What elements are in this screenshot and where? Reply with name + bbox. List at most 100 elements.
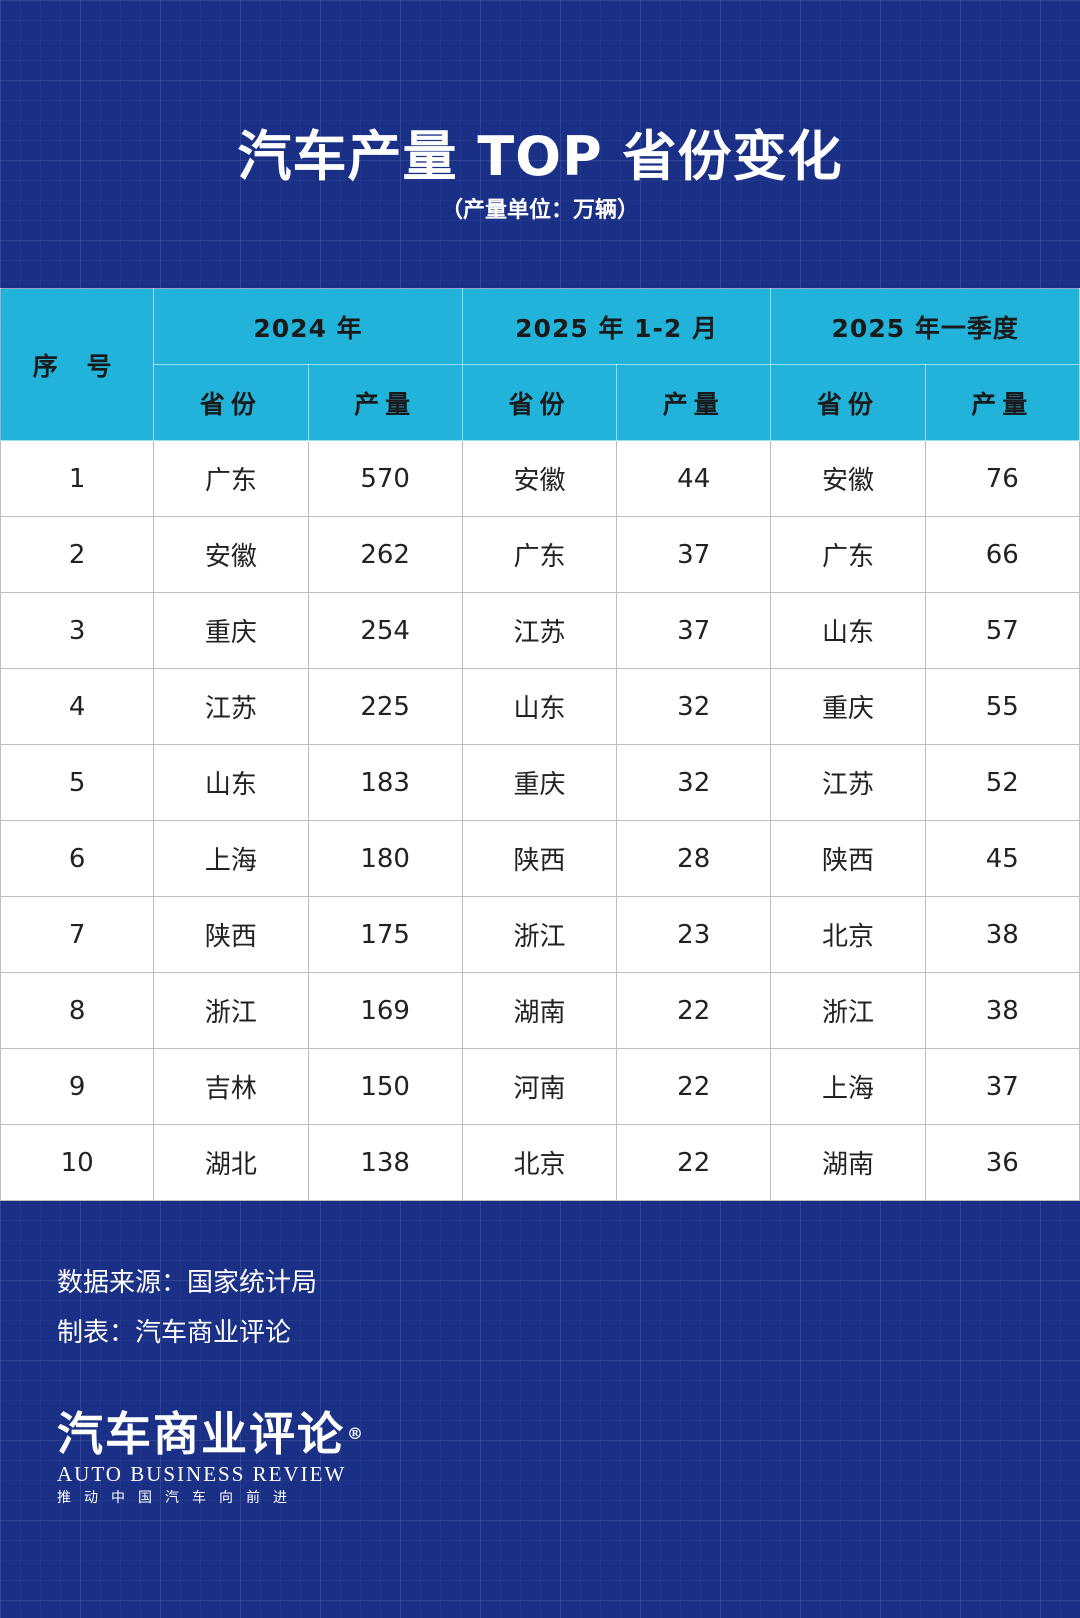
brand-name-cn-text: 汽车商业评论 (57, 1407, 345, 1461)
output-header: 产量 (924, 364, 1080, 441)
output-cell: 138 (307, 1124, 463, 1201)
province-cell: 北京 (461, 1124, 618, 1201)
output-cell: 36 (924, 1124, 1080, 1201)
output-cell: 37 (616, 516, 772, 593)
province-cell: 上海 (770, 1048, 926, 1125)
unit-subtitle: （产量单位：万辆） (440, 198, 639, 223)
registered-mark: ® (347, 1424, 365, 1443)
province-cell: 重庆 (770, 668, 926, 745)
province-cell: 浙江 (153, 972, 309, 1049)
province-cell: 江苏 (461, 592, 618, 669)
rank-cell: 1 (0, 440, 155, 517)
province-cell: 陕西 (153, 896, 309, 973)
province-header: 省份 (153, 364, 309, 441)
output-cell: 183 (307, 744, 463, 821)
province-cell: 江苏 (153, 668, 309, 745)
table-row: 8 浙江 169 湖南 22 浙江 38 (0, 972, 1080, 1049)
output-cell: 45 (924, 820, 1080, 897)
output-cell: 32 (616, 744, 772, 821)
province-cell: 山东 (153, 744, 309, 821)
output-cell: 32 (616, 668, 772, 745)
table-row: 4 江苏 225 山东 32 重庆 55 (0, 668, 1080, 745)
table-row: 2 安徽 262 广东 37 广东 66 (0, 516, 1080, 593)
province-cell: 山东 (770, 592, 926, 669)
rank-cell: 3 (0, 592, 155, 669)
output-cell: 23 (616, 896, 772, 973)
output-cell: 37 (616, 592, 772, 669)
output-cell: 37 (924, 1048, 1080, 1125)
table-row: 3 重庆 254 江苏 37 山东 57 (0, 592, 1080, 669)
province-cell: 陕西 (461, 820, 618, 897)
brand-logo: 汽车商业评论 ® AUTO BUSINESS REVIEW 推动中国汽车向前进 (57, 1408, 365, 1508)
rank-cell: 7 (0, 896, 155, 973)
brand-tagline: 推动中国汽车向前进 (57, 1490, 300, 1506)
province-header: 省份 (461, 364, 618, 441)
province-cell: 陕西 (770, 820, 926, 897)
rank-cell: 10 (0, 1124, 155, 1201)
rank-cell: 2 (0, 516, 155, 593)
output-cell: 225 (307, 668, 463, 745)
output-cell: 57 (924, 592, 1080, 669)
table-row: 1 广东 570 安徽 44 安徽 76 (0, 440, 1080, 517)
output-cell: 180 (307, 820, 463, 897)
output-header: 产量 (307, 364, 463, 441)
province-cell: 浙江 (770, 972, 926, 1049)
output-cell: 22 (616, 1124, 772, 1201)
province-cell: 广东 (770, 516, 926, 593)
province-cell: 湖南 (461, 972, 618, 1049)
province-cell: 湖北 (153, 1124, 309, 1201)
group-header-2024: 2024 年 (153, 288, 463, 365)
province-cell: 吉林 (153, 1048, 309, 1125)
rank-header: 序 号 (0, 288, 155, 441)
province-cell: 安徽 (770, 440, 926, 517)
production-table: 序 号 2024 年 2025 年 1-2 月 2025 年一季度 省份 产量 … (0, 288, 1080, 1201)
table-row: 5 山东 183 重庆 32 江苏 52 (0, 744, 1080, 821)
province-cell: 广东 (461, 516, 618, 593)
table-body: 1 广东 570 安徽 44 安徽 76 2 安徽 262 广东 37 广东 66 3 重庆 254 江苏 37 山东… (0, 440, 1080, 1201)
province-cell: 重庆 (153, 592, 309, 669)
output-cell: 22 (616, 1048, 772, 1125)
table-header: 序 号 2024 年 2025 年 1-2 月 2025 年一季度 省份 产量 … (0, 288, 1080, 441)
output-cell: 38 (924, 972, 1080, 1049)
province-cell: 江苏 (770, 744, 926, 821)
province-cell: 河南 (461, 1048, 618, 1125)
group-header-2025-q1: 2025 年一季度 (770, 288, 1080, 365)
rank-cell: 6 (0, 820, 155, 897)
province-cell: 安徽 (153, 516, 309, 593)
table-row: 9 吉林 150 河南 22 上海 37 (0, 1048, 1080, 1125)
province-header: 省份 (770, 364, 926, 441)
output-cell: 570 (307, 440, 463, 517)
province-cell: 北京 (770, 896, 926, 973)
brand-name-en: AUTO BUSINESS REVIEW (57, 1462, 347, 1486)
output-cell: 76 (924, 440, 1080, 517)
province-cell: 湖南 (770, 1124, 926, 1201)
table-row: 10 湖北 138 北京 22 湖南 36 (0, 1124, 1080, 1201)
output-cell: 22 (616, 972, 772, 1049)
rank-cell: 5 (0, 744, 155, 821)
output-cell: 52 (924, 744, 1080, 821)
output-cell: 38 (924, 896, 1080, 973)
province-cell: 安徽 (461, 440, 618, 517)
output-cell: 66 (924, 516, 1080, 593)
output-cell: 55 (924, 668, 1080, 745)
province-cell: 山东 (461, 668, 618, 745)
page-title: 汽车产量 TOP 省份变化 (237, 125, 843, 188)
output-cell: 169 (307, 972, 463, 1049)
brand-name-cn: 汽车商业评论 ® (57, 1408, 365, 1460)
province-cell: 上海 (153, 820, 309, 897)
output-cell: 28 (616, 820, 772, 897)
output-cell: 262 (307, 516, 463, 593)
province-cell: 浙江 (461, 896, 618, 973)
output-header: 产量 (616, 364, 772, 441)
group-header-2025-jan-feb: 2025 年 1-2 月 (461, 288, 772, 365)
table-maker: 制表：汽车商业评论 (57, 1318, 292, 1348)
rank-cell: 4 (0, 668, 155, 745)
output-cell: 44 (616, 440, 772, 517)
province-cell: 重庆 (461, 744, 618, 821)
table-row: 6 上海 180 陕西 28 陕西 45 (0, 820, 1080, 897)
output-cell: 175 (307, 896, 463, 973)
output-cell: 150 (307, 1048, 463, 1125)
rank-cell: 9 (0, 1048, 155, 1125)
province-cell: 广东 (153, 440, 309, 517)
